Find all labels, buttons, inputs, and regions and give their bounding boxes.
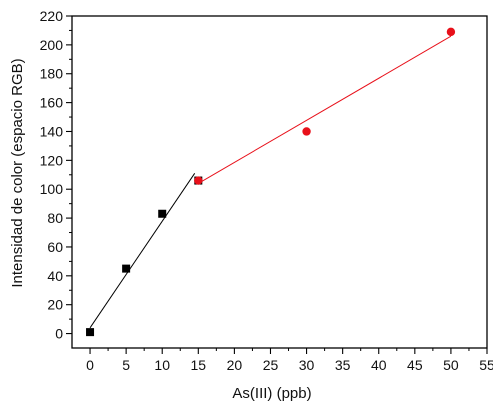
y-tick-label: 160 bbox=[40, 95, 64, 111]
x-tick-label: 5 bbox=[122, 357, 130, 373]
plot-frame bbox=[71, 15, 488, 349]
plot-border bbox=[71, 15, 488, 349]
fit-line-series-1 bbox=[89, 173, 196, 329]
y-tick-label: 200 bbox=[40, 37, 64, 53]
x-tick-label: 0 bbox=[86, 357, 94, 373]
data-point-circle bbox=[446, 27, 456, 37]
x-axis-ticks: 0 5 10 15 20 25 30 35 40 45 50 55 bbox=[86, 348, 493, 373]
y-tick-label: 140 bbox=[40, 123, 64, 139]
data-points bbox=[86, 27, 456, 337]
fit-line-series-2 bbox=[198, 35, 452, 184]
x-tick-label: 35 bbox=[335, 357, 351, 373]
x-tick-label: 20 bbox=[227, 357, 243, 373]
y-tick-label: 20 bbox=[47, 297, 63, 313]
data-point-circle bbox=[302, 127, 311, 136]
data-point-circle bbox=[194, 176, 203, 185]
y-tick-label: 120 bbox=[40, 152, 64, 168]
data-point-square bbox=[158, 209, 167, 218]
x-tick-label: 10 bbox=[154, 357, 170, 373]
x-tick-label: 25 bbox=[263, 357, 279, 373]
data-point-square bbox=[122, 264, 131, 273]
x-tick-label: 50 bbox=[443, 357, 459, 373]
y-tick-label: 60 bbox=[47, 239, 63, 255]
y-tick-label: 0 bbox=[55, 326, 63, 342]
y-tick-label: 180 bbox=[40, 66, 64, 82]
x-tick-label: 30 bbox=[299, 357, 315, 373]
x-axis-label: As(III) (ppb) bbox=[232, 385, 311, 402]
fit-lines bbox=[89, 35, 452, 329]
y-axis-ticks: 0 20 40 60 80 100 120 140 160 180 200 220 bbox=[40, 8, 72, 342]
x-tick-label: 45 bbox=[407, 357, 423, 373]
x-tick-label: 55 bbox=[479, 357, 493, 373]
y-axis-label: Intensidad de color (espacio RGB) bbox=[9, 58, 26, 287]
y-tick-label: 40 bbox=[47, 268, 63, 284]
y-tick-label: 80 bbox=[47, 210, 63, 226]
x-tick-label: 40 bbox=[371, 357, 387, 373]
y-tick-label: 220 bbox=[40, 8, 64, 24]
x-tick-label: 15 bbox=[191, 357, 207, 373]
y-tick-label: 100 bbox=[40, 181, 64, 197]
data-point-square bbox=[86, 328, 95, 337]
